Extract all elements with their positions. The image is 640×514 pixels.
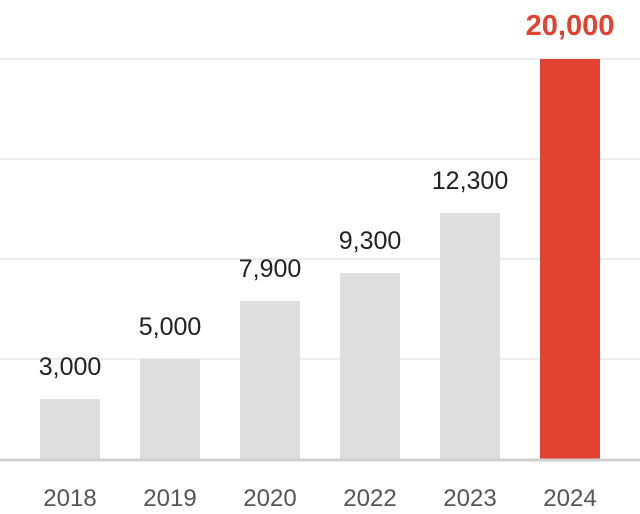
x-tick-label: 2024 — [543, 485, 596, 512]
x-tick-label: 2022 — [343, 485, 396, 512]
data-label-2019: 5,000 — [139, 313, 202, 341]
x-tick-label: 2019 — [143, 485, 196, 512]
data-label-2018: 3,000 — [39, 353, 102, 381]
x-tick-label: 2020 — [243, 485, 296, 512]
bar-2022 — [340, 273, 400, 459]
bar-2019 — [140, 359, 200, 459]
data-label-2023: 12,300 — [432, 167, 508, 195]
bar-2020 — [240, 301, 300, 459]
data-label-2022: 9,300 — [339, 227, 402, 255]
bar-2018 — [40, 399, 100, 459]
data-label-2024: 20,000 — [526, 10, 615, 42]
x-tick-label: 2023 — [443, 485, 496, 512]
bar-2024 — [540, 59, 600, 459]
x-tick-label: 2018 — [43, 485, 96, 512]
bar-2023 — [440, 213, 500, 459]
data-label-2020: 7,900 — [239, 255, 302, 283]
